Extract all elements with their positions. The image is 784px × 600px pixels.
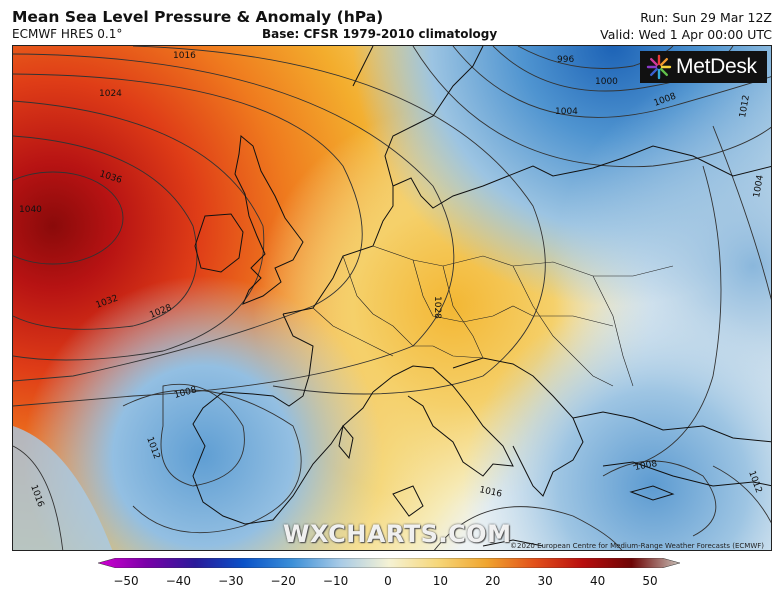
colorbar-tick-label: −50	[113, 574, 139, 588]
pressure-anomaly-map[interactable]: 1016 1024 1036 1040 1032 1028 1028 996 1…	[12, 45, 772, 551]
model-label: ECMWF HRES 0.1°	[12, 27, 123, 41]
isobar-label: 1008	[634, 459, 659, 473]
valid-time: Valid: Wed 1 Apr 00:00 UTC	[600, 27, 772, 42]
colorbar-tick-label: 10	[432, 574, 449, 588]
watermark: WXCHARTS.COM	[283, 520, 512, 548]
colorbar-tick-label: 40	[589, 574, 606, 588]
metdesk-logo: MetDesk	[640, 51, 767, 83]
metdesk-burst-icon	[646, 54, 672, 80]
isobar-label: 1004	[752, 174, 766, 199]
isobar-label: 996	[557, 55, 574, 65]
climatology-base: Base: CFSR 1979-2010 climatology	[262, 27, 498, 41]
colorbar-tick-label: 0	[384, 574, 392, 588]
colorbar-tick-label: −10	[322, 574, 349, 588]
colorbar-tick-label: 30	[537, 574, 553, 588]
colorbar-tick-label: 20	[485, 574, 501, 588]
isobar-label: 1016	[173, 51, 196, 61]
anomaly-colorbar	[98, 558, 680, 568]
isobar-label: 1040	[19, 205, 42, 215]
colorbar-tick-label: 50	[642, 574, 658, 588]
isobar-label: 1012	[738, 94, 752, 118]
isobar-label: 1000	[595, 77, 618, 87]
colorbar-tick-label: −30	[218, 574, 244, 588]
isobar-label: 1028	[432, 296, 442, 319]
map-canvas: 1016 1024 1036 1040 1032 1028 1028 996 1…	[13, 46, 771, 550]
run-time: Run: Sun 29 Mar 12Z	[640, 10, 772, 25]
logo-text: MetDesk	[676, 55, 757, 78]
chart-title: Mean Sea Level Pressure & Anomaly (hPa)	[12, 8, 384, 26]
colorbar-tick-label: −40	[165, 574, 192, 588]
isobar-label: 1024	[99, 89, 122, 99]
isobar-label: 1016	[478, 485, 503, 500]
isobar-label: 1004	[555, 107, 578, 117]
colorbar-tick-label: −20	[270, 574, 296, 588]
copyright-notice: ©2020 European Centre for Medium-Range W…	[510, 542, 764, 550]
